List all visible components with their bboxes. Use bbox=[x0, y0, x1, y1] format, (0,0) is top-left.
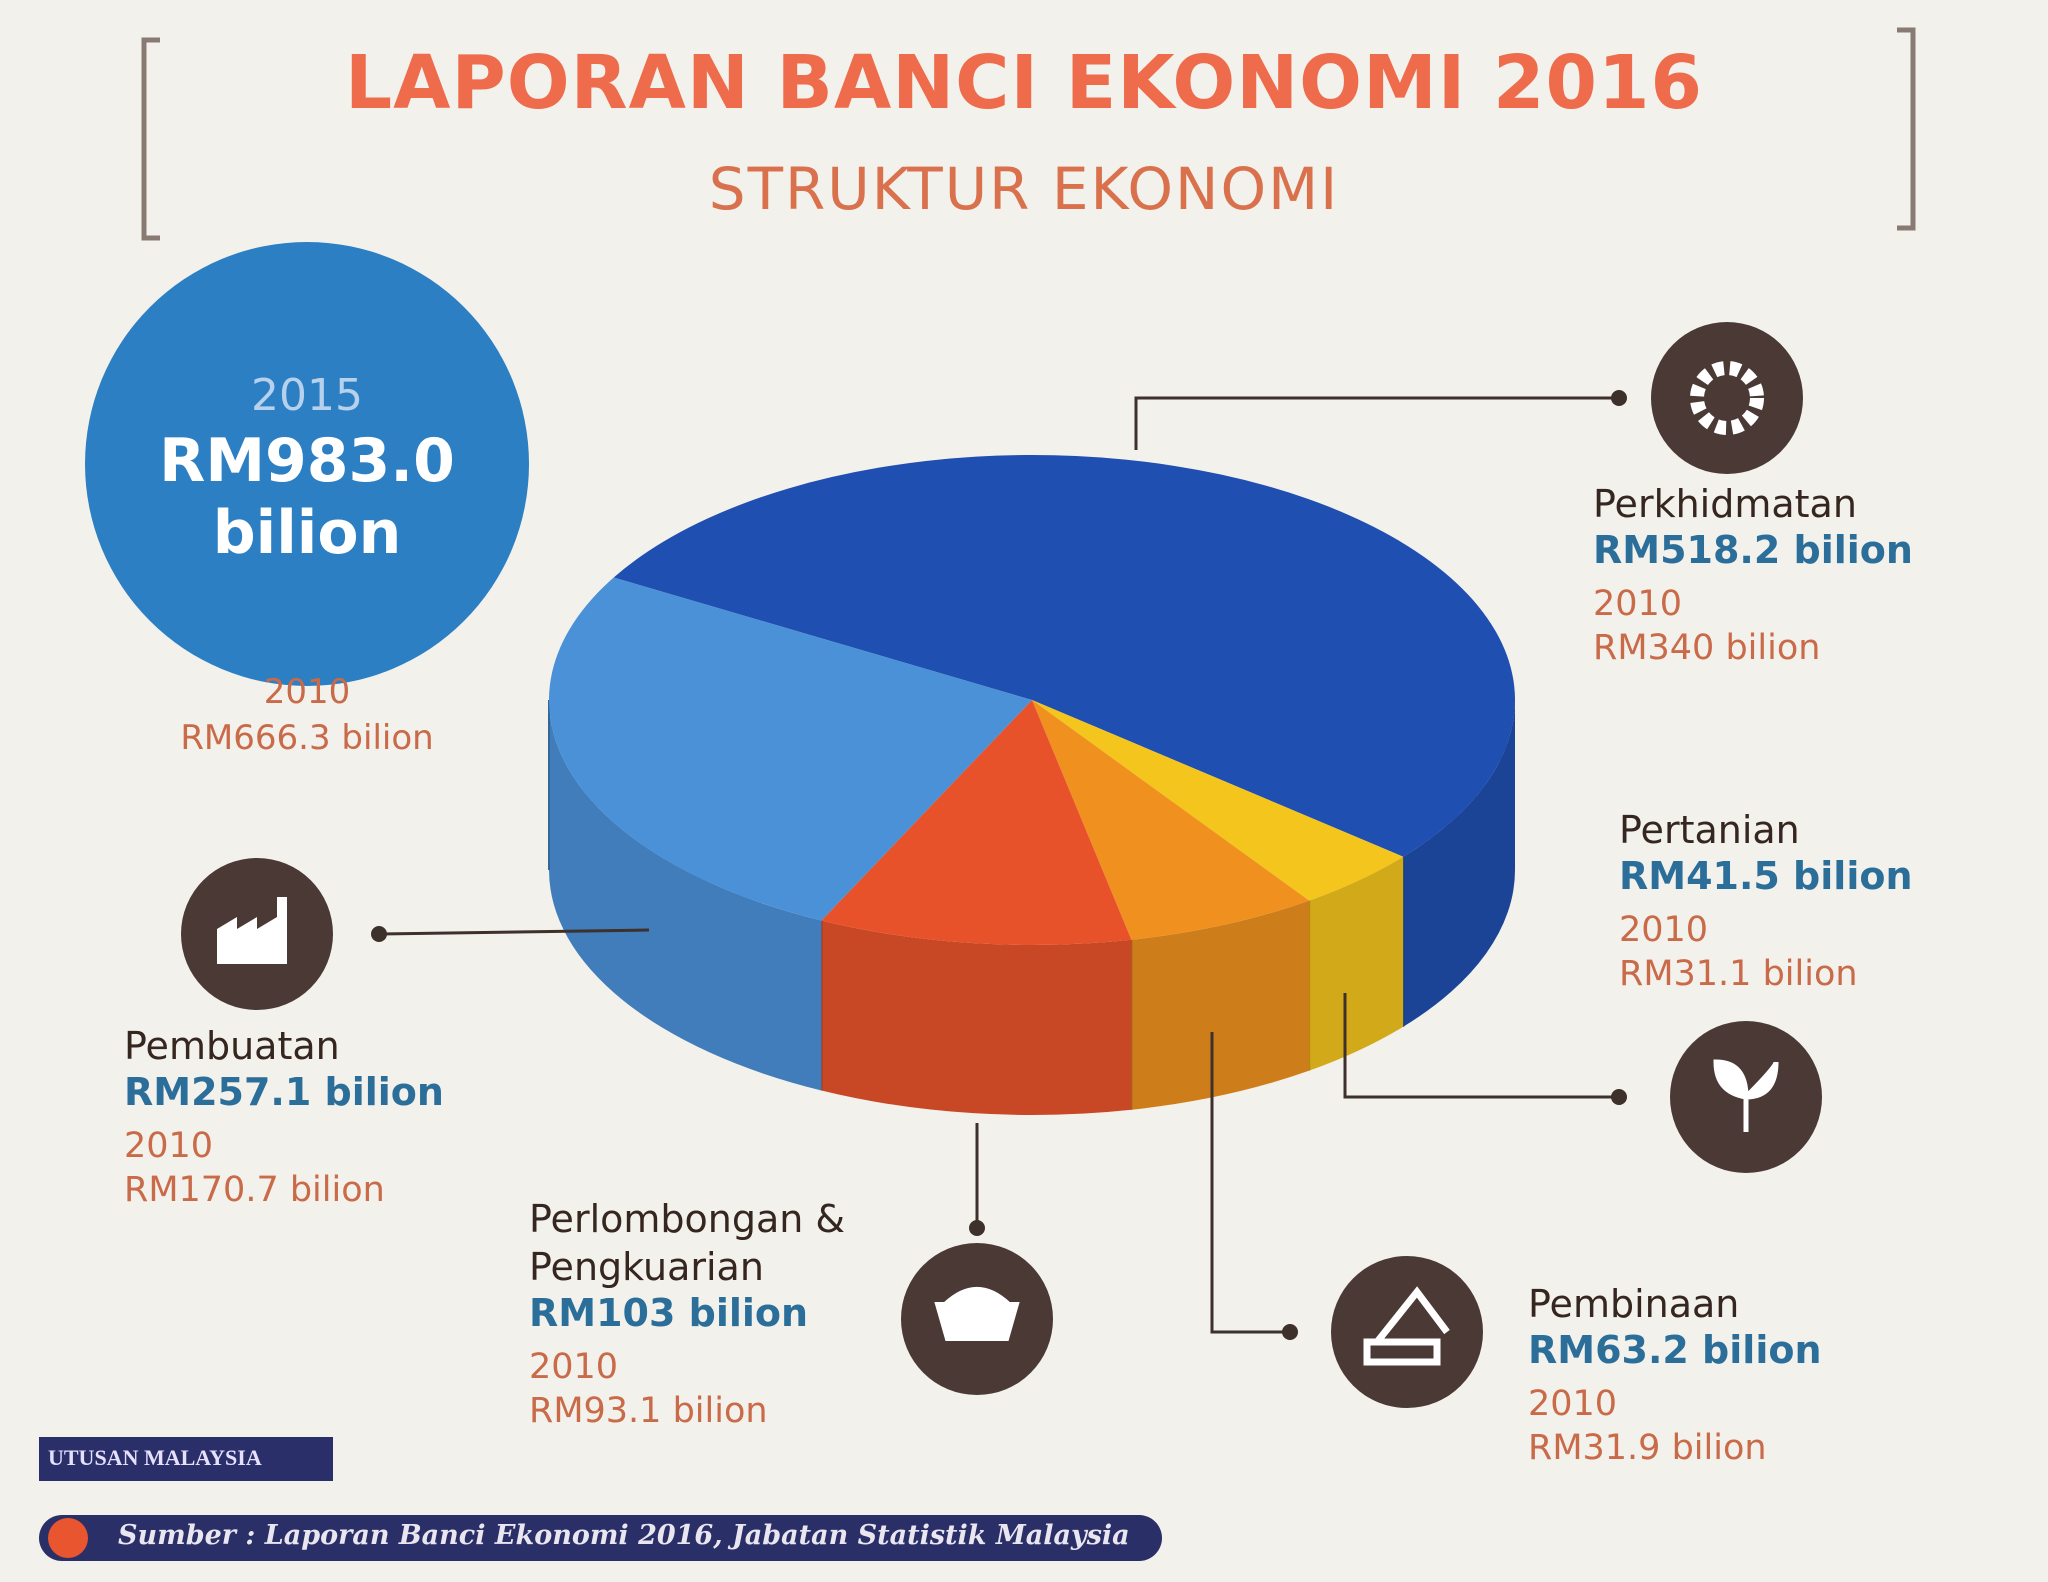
leader-dot bbox=[1611, 390, 1627, 406]
value-label: RM63.2 bilion bbox=[1528, 1328, 1822, 1372]
total-prev-year: 2010 bbox=[263, 672, 351, 712]
source-bar bbox=[39, 1515, 1162, 1561]
pie-slice bbox=[821, 700, 1132, 945]
pie-slice-side bbox=[1403, 700, 1515, 1027]
source-icon bbox=[48, 1518, 88, 1558]
icon-glyph bbox=[1690, 361, 1764, 435]
leader-dot bbox=[371, 926, 387, 942]
pie-slice-side bbox=[821, 920, 1132, 1115]
icon bbox=[1331, 1256, 1483, 1408]
icon-glyph bbox=[217, 897, 287, 964]
value-label: RM257.1 bilion bbox=[124, 1070, 444, 1114]
prev-value-label: RM31.9 bilion bbox=[1528, 1428, 1767, 1468]
leader-line bbox=[1210, 1032, 1290, 1334]
value-label: RM518.2 bilion bbox=[1593, 528, 1913, 572]
bracket bbox=[1897, 27, 1916, 231]
publisher-box bbox=[39, 1437, 333, 1481]
year-label: 2010 bbox=[1593, 584, 1683, 624]
subtitle: STRUKTUR EKONOMI bbox=[708, 155, 1340, 223]
leader-line bbox=[1343, 993, 1619, 1099]
year-label: 2010 bbox=[124, 1126, 214, 1166]
icon-glyph bbox=[1363, 1286, 1450, 1366]
leader-dot bbox=[969, 1220, 985, 1236]
pie-slice bbox=[1032, 700, 1310, 940]
pie-slice-side bbox=[1309, 856, 1404, 1071]
leader-dot bbox=[1611, 1089, 1627, 1105]
pie-slice-side bbox=[1131, 900, 1310, 1110]
total-year: 2015 bbox=[251, 370, 363, 421]
pie-slice bbox=[548, 577, 1032, 921]
pie-slice-side bbox=[549, 700, 822, 1091]
publisher: UTUSAN MALAYSIA bbox=[48, 1445, 262, 1470]
icon-glyph bbox=[934, 1287, 1020, 1341]
category-label: Perkhidmatan bbox=[1593, 482, 1857, 526]
value-label: RM103 bilion bbox=[529, 1291, 809, 1335]
year-label: 2010 bbox=[1528, 1384, 1618, 1424]
title: LAPORAN BANCI EKONOMI 2016 bbox=[345, 40, 1703, 126]
category-label: Perlombongan & Pengkuarian bbox=[529, 1197, 846, 1289]
prev-value-label: RM31.1 bilion bbox=[1619, 954, 1858, 994]
pie-slice bbox=[1032, 700, 1404, 901]
total-value: RM983.0 bilion bbox=[159, 426, 455, 568]
icon bbox=[1651, 322, 1803, 474]
year-label: 2010 bbox=[529, 1347, 619, 1387]
category-label: Pembuatan bbox=[124, 1024, 340, 1068]
leader-line bbox=[378, 928, 650, 936]
source: Sumber : Laporan Banci Ekonomi 2016, Jab… bbox=[118, 1520, 1130, 1551]
leader-line bbox=[1134, 396, 1619, 450]
total-circle bbox=[85, 242, 529, 686]
prev-value-label: RM170.7 bilion bbox=[124, 1170, 385, 1210]
prev-value-label: RM93.1 bilion bbox=[529, 1391, 768, 1431]
icon-glyph bbox=[1713, 1059, 1779, 1132]
total-prev-value: RM666.3 bilion bbox=[180, 718, 434, 758]
prev-value-label: RM340 bilion bbox=[1593, 628, 1821, 668]
year-label: 2010 bbox=[1619, 910, 1709, 950]
bracket bbox=[141, 37, 160, 241]
category-label: Pertanian bbox=[1619, 808, 1800, 852]
pie-slice bbox=[613, 455, 1515, 857]
value-label: RM41.5 bilion bbox=[1619, 854, 1913, 898]
category-label: Pembinaan bbox=[1528, 1282, 1740, 1326]
leader-dot bbox=[1282, 1324, 1298, 1340]
